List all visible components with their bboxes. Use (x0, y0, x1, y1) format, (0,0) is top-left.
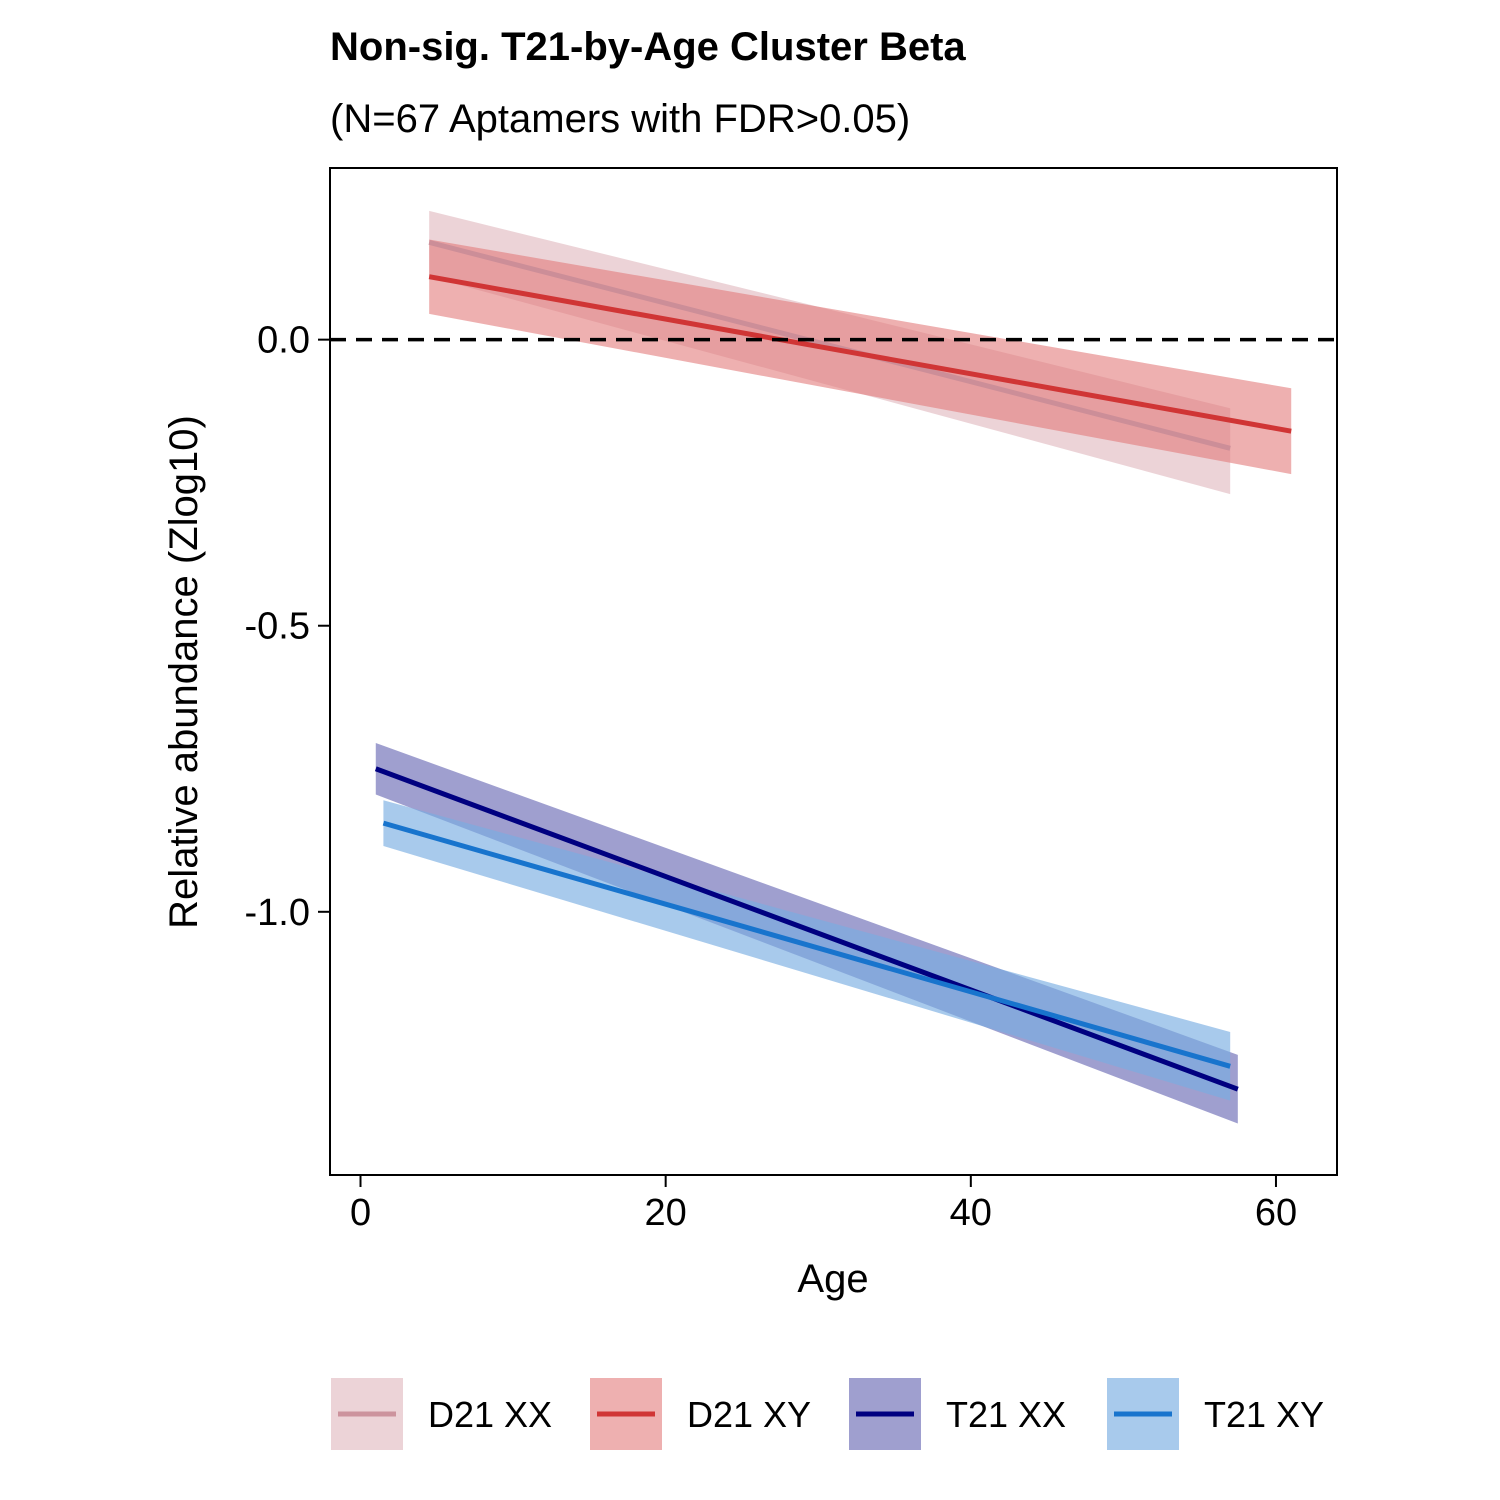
regression-lines (374, 239, 1292, 1092)
legend: D21 XX D21 XY T21 XX T21 XY (331, 1378, 1324, 1450)
y-tick-label: 0.0 (257, 320, 310, 362)
y-axis-title: Relative abundance (Zlog10) (162, 415, 206, 929)
chart-title: Non-sig. T21-by-Age Cluster Beta (330, 25, 966, 69)
y-axis: 0.0 -0.5 -1.0 (245, 320, 330, 934)
x-tick-label: 20 (645, 1192, 687, 1234)
x-axis: 0 20 40 60 (350, 1175, 1297, 1234)
legend-label-t21-xx: T21 XX (946, 1394, 1066, 1435)
x-tick-label: 60 (1255, 1192, 1297, 1234)
x-tick-label: 40 (950, 1192, 992, 1234)
chart-subtitle: (N=67 Aptamers with FDR>0.05) (330, 97, 910, 141)
confidence-bands (375, 210, 1292, 1124)
x-tick-label: 0 (350, 1192, 371, 1234)
legend-label-t21-xy: T21 XY (1204, 1394, 1324, 1435)
y-tick-label: -0.5 (245, 606, 310, 648)
line-t21-xx (374, 766, 1239, 1092)
plot-panel-border (329, 167, 1338, 1176)
legend-label-d21-xy: D21 XY (687, 1394, 811, 1435)
line-d21-xx (428, 239, 1231, 451)
legend-label-d21-xx: D21 XX (428, 1394, 552, 1435)
line-d21-xy (428, 274, 1292, 434)
x-axis-title: Age (797, 1257, 868, 1301)
line-t21-xy (382, 820, 1231, 1069)
y-tick-label: -1.0 (245, 892, 310, 934)
band-t21-xy (383, 800, 1231, 1101)
